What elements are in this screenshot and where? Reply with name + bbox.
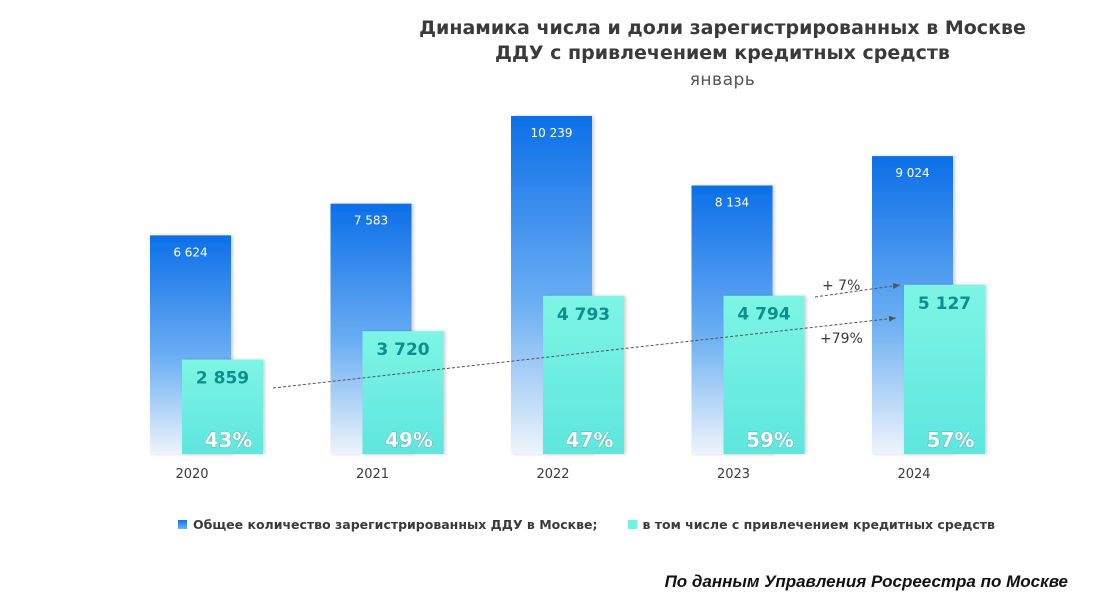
annotation-label-plus7: + 7% [822,278,860,294]
legend-swatch-credit [627,520,637,529]
label-total-2023: 8 134 [715,195,749,209]
label-total-2021: 7 583 [354,214,388,228]
chart-title: Динамика числа и доли зарегистрированных… [300,16,1100,66]
label-credit-2023: 4 794 [737,305,790,325]
source-note: По данным Управления Росреестра по Москв… [664,572,1068,591]
legend-swatch-total [178,520,187,529]
chart-legend: Общее количество зарегистрированных ДДУ … [178,517,995,532]
label-total-2020: 6 624 [173,245,207,259]
chart-subtitle: январь [689,70,756,90]
label-credit-2021: 3 720 [376,340,429,360]
bar-credit-2020 [182,359,263,454]
legend-item-credit: в том числе с привлечением кредитных сре… [627,517,995,532]
annotation-label-plus79: +79% [820,331,863,347]
label-share-2024: 57% [927,428,975,452]
annotation-arrow-plus7 [814,283,901,298]
label-total-2024: 9 024 [895,166,929,180]
label-credit-2024: 5 127 [918,294,971,314]
chart-title-line-1: Динамика числа и доли зарегистрированных… [419,17,1026,39]
label-total-2022: 10 239 [531,126,573,140]
x-tick-label-2021: 2021 [356,467,389,482]
chart-title-line-2: ДДУ с привлечением кредитных средств [495,42,950,64]
x-tick-label-2022: 2022 [536,467,569,482]
label-credit-2022: 4 793 [557,305,610,325]
label-share-2020: 43% [205,428,253,452]
label-credit-2020: 2 859 [196,369,249,389]
legend-label-credit: в том числе с привлечением кредитных сре… [642,517,995,532]
legend-item-total: Общее количество зарегистрированных ДДУ … [178,517,598,532]
bar-credit-2023 [723,295,805,454]
bar-credit-2024 [904,284,985,454]
label-share-2023: 59% [746,428,794,452]
x-tick-label-2020: 2020 [175,467,208,482]
legend-label-total: Общее количество зарегистрированных ДДУ … [193,517,598,532]
label-share-2021: 49% [385,428,433,452]
bar-credit-2021 [362,331,444,454]
bar-credit-2022 [543,295,624,454]
x-tick-label-2024: 2024 [897,467,930,482]
label-share-2022: 47% [566,428,614,452]
annotation-arrow-plus79 [272,315,897,389]
x-tick-label-2023: 2023 [717,467,750,482]
